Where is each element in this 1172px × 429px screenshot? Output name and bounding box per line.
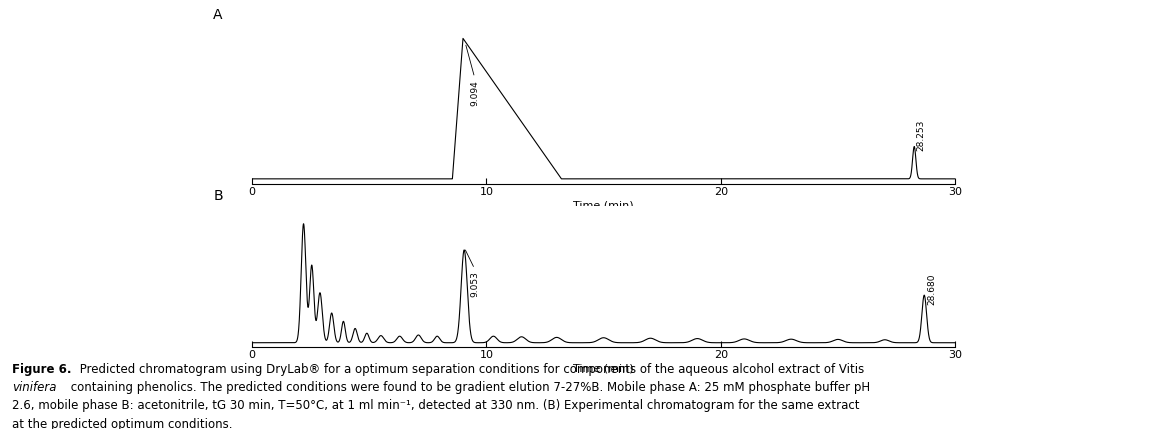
X-axis label: Time (min): Time (min)	[573, 363, 634, 373]
Text: Figure 6.: Figure 6.	[12, 363, 71, 375]
Text: B: B	[213, 189, 223, 203]
Text: 2.6, mobile phase B: acetonitrile, tG 30 min, T=50°C, at 1 ml min⁻¹, detected at: 2.6, mobile phase B: acetonitrile, tG 30…	[12, 399, 859, 412]
Text: 9.094: 9.094	[471, 81, 479, 106]
X-axis label: Time (min): Time (min)	[573, 200, 634, 210]
Text: vinifera: vinifera	[12, 381, 56, 394]
Text: 9.053: 9.053	[471, 272, 479, 297]
Text: containing phenolics. The predicted conditions were found to be gradient elution: containing phenolics. The predicted cond…	[67, 381, 870, 394]
Text: 28.253: 28.253	[917, 119, 925, 151]
Text: at the predicted optimum conditions.: at the predicted optimum conditions.	[12, 418, 232, 429]
Text: 28.680: 28.680	[927, 273, 936, 305]
Text: Predicted chromatogram using DryLab® for a optimum separation conditions for com: Predicted chromatogram using DryLab® for…	[76, 363, 865, 375]
Text: A: A	[213, 9, 223, 22]
